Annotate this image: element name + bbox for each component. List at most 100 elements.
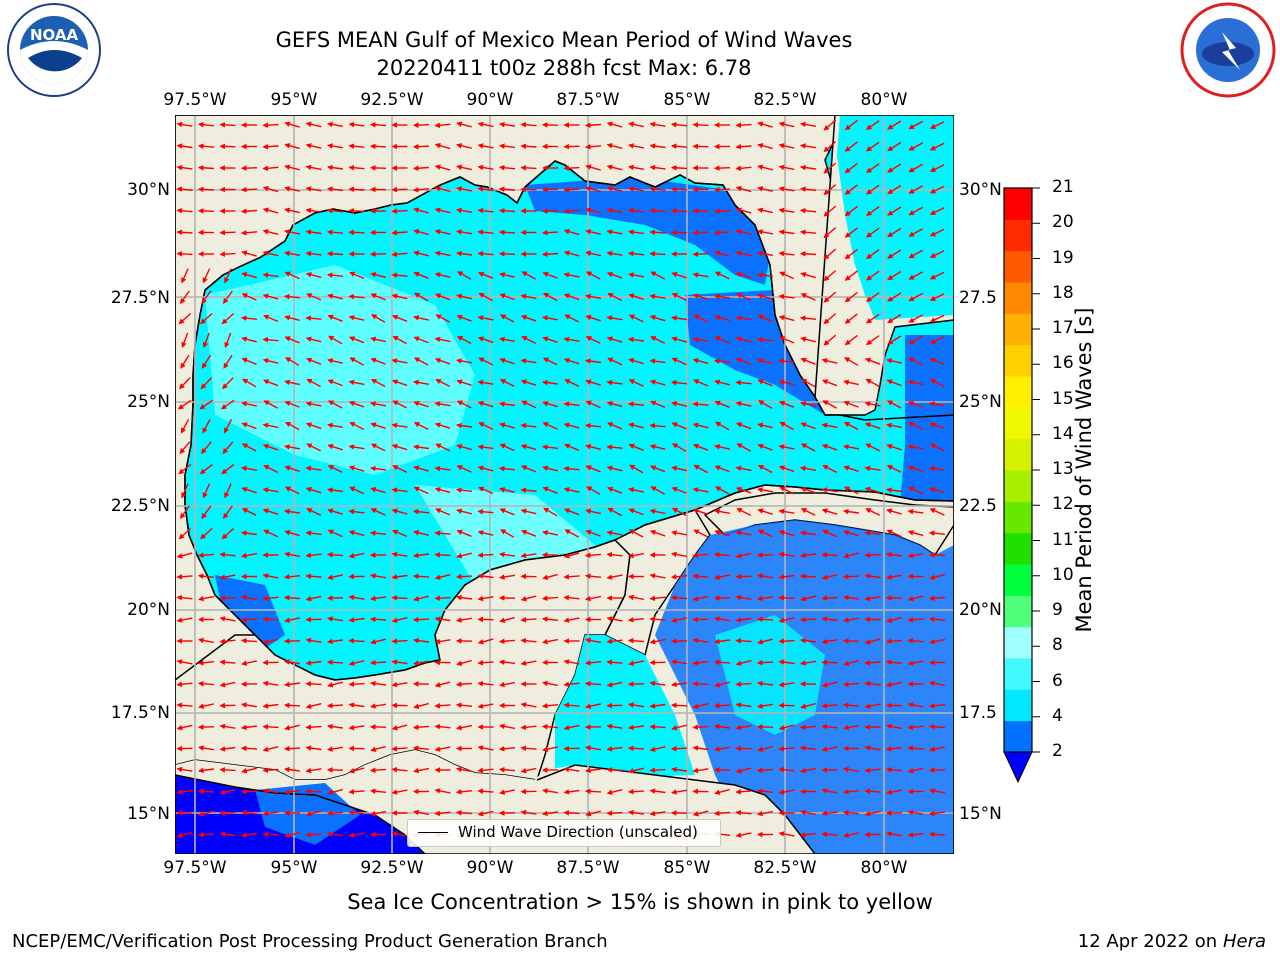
machine-name: Hera	[1222, 931, 1266, 952]
wind-wave-arrow	[649, 529, 666, 537]
wind-wave-arrow	[671, 724, 687, 731]
wind-wave-arrow	[370, 508, 386, 516]
wind-wave-arrow	[305, 121, 322, 128]
wind-wave-arrow	[757, 638, 773, 645]
colorbar-tick-label: 20	[1052, 212, 1074, 233]
wind-wave-arrow	[283, 659, 301, 665]
wind-wave-arrow	[198, 810, 214, 817]
wind-wave-arrow	[176, 766, 193, 773]
wind-wave-arrow	[692, 767, 709, 774]
wind-wave-arrow	[498, 746, 516, 752]
wind-wave-arrow	[563, 766, 580, 773]
wind-wave-arrow	[563, 724, 580, 731]
wind-wave-arrow	[908, 185, 923, 194]
wind-wave-arrow	[477, 788, 494, 795]
wind-wave-arrow	[714, 444, 730, 450]
wind-wave-arrow	[670, 766, 687, 773]
wind-wave-arrow	[370, 422, 386, 429]
lon-tick-bottom-1: 97.5°W	[163, 858, 227, 878]
wind-wave-arrow	[305, 660, 322, 666]
wind-wave-arrow	[348, 702, 365, 708]
wind-wave-arrow	[305, 186, 322, 192]
wind-wave-arrow	[865, 206, 880, 216]
wind-wave-arrow	[907, 379, 924, 386]
wind-wave-arrow	[563, 228, 580, 236]
wind-wave-arrow	[563, 702, 580, 709]
wind-wave-arrow	[821, 443, 838, 451]
wind-wave-arrow	[240, 594, 258, 601]
wind-wave-arrow	[477, 164, 494, 171]
wind-wave-arrow	[585, 400, 601, 409]
wind-wave-arrow	[928, 788, 946, 794]
wind-wave-arrow	[563, 810, 580, 816]
wind-wave-arrow	[455, 809, 473, 816]
wind-wave-arrow	[412, 165, 430, 171]
wind-wave-arrow	[412, 809, 430, 816]
wind-wave-arrow	[520, 529, 537, 537]
wind-wave-arrow	[327, 443, 343, 451]
wind-wave-arrow	[201, 290, 212, 305]
wind-wave-arrow	[179, 377, 191, 390]
wind-wave-arrow	[434, 401, 451, 407]
wind-wave-arrow	[735, 315, 752, 321]
wind-wave-arrow	[649, 314, 666, 322]
wind-wave-arrow	[799, 530, 816, 536]
wind-wave-arrow	[823, 205, 837, 217]
wind-wave-arrow	[369, 595, 386, 602]
wind-wave-arrow	[413, 315, 429, 321]
wind-wave-arrow	[284, 617, 300, 623]
wind-wave-arrow	[736, 443, 751, 452]
wind-wave-arrow	[434, 422, 451, 429]
wind-wave-arrow	[498, 229, 516, 236]
lon-tick-top-8: 80°W	[860, 90, 908, 110]
wind-wave-arrow	[585, 250, 601, 257]
wind-wave-arrow	[326, 422, 344, 429]
colorbar-segment	[1004, 188, 1032, 220]
wind-wave-arrow	[778, 400, 795, 408]
wind-wave-arrow	[692, 143, 709, 150]
wind-wave-arrow	[370, 357, 386, 365]
wind-wave-arrow	[864, 767, 881, 774]
wind-wave-arrow	[520, 552, 537, 559]
wind-wave-arrow	[670, 659, 688, 665]
wind-wave-arrow	[757, 121, 773, 128]
wind-wave-arrow	[670, 315, 687, 321]
wind-wave-arrow	[670, 379, 688, 386]
wind-wave-arrow	[671, 422, 687, 430]
wind-wave-arrow	[240, 832, 258, 838]
wind-wave-arrow	[240, 745, 258, 752]
wind-wave-arrow	[434, 122, 451, 129]
run-date-text: 12 Apr 2022 on	[1077, 931, 1223, 952]
wind-wave-arrow	[779, 271, 795, 280]
wind-wave-arrow	[541, 788, 559, 794]
wind-wave-arrow	[670, 186, 688, 193]
wind-wave-arrow	[929, 185, 945, 194]
wind-wave-arrow	[219, 831, 236, 837]
wind-wave-arrow	[326, 487, 343, 493]
wind-wave-arrow	[908, 142, 923, 151]
wind-wave-arrow	[478, 357, 494, 366]
wind-wave-arrow	[865, 120, 880, 130]
wind-wave-arrow	[434, 788, 451, 794]
wind-wave-arrow	[649, 680, 666, 687]
wind-wave-arrow	[520, 186, 537, 193]
wind-wave-arrow	[284, 486, 300, 495]
wind-wave-arrow	[412, 660, 430, 666]
wind-wave-arrow	[821, 638, 838, 645]
wind-wave-arrow	[799, 207, 817, 214]
wind-wave-arrow	[821, 358, 838, 364]
wind-wave-arrow	[907, 530, 924, 537]
wind-wave-arrow	[649, 229, 666, 236]
wind-wave-arrow	[456, 529, 472, 537]
wind-wave-arrow	[391, 574, 408, 580]
wind-wave-arrow	[735, 465, 752, 472]
wind-wave-arrow	[520, 121, 537, 128]
wind-wave-arrow	[842, 809, 860, 816]
wind-wave-arrow	[413, 465, 429, 472]
wind-wave-arrow	[392, 400, 408, 409]
wind-wave-arrow	[735, 401, 752, 407]
wind-wave-arrow	[563, 594, 580, 601]
wind-wave-arrow	[391, 314, 408, 322]
wind-wave-arrow	[348, 617, 365, 623]
wind-wave-arrow	[477, 229, 494, 235]
